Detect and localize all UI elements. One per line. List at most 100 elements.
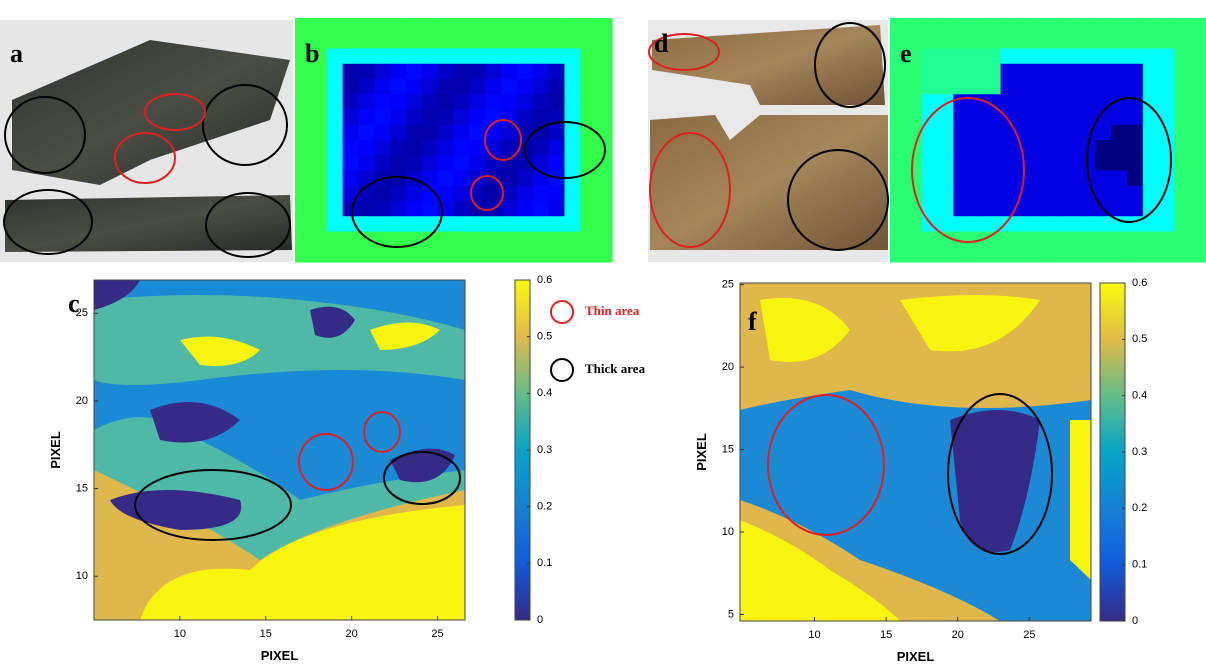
- heat-cell: [1127, 79, 1143, 95]
- heat-cell: [406, 94, 422, 110]
- heat-cell: [953, 171, 969, 187]
- heat-cell: [311, 247, 327, 263]
- heat-cell: [564, 18, 580, 34]
- heat-cell: [422, 64, 438, 80]
- heat-cell: [1127, 171, 1143, 187]
- heat-cell: [1127, 186, 1143, 202]
- heat-cell: [890, 18, 906, 34]
- heat-cell: [1048, 140, 1064, 156]
- heat-cell: [1032, 49, 1048, 65]
- heat-cell: [1190, 140, 1206, 156]
- heat-cell: [1064, 94, 1080, 110]
- heat-cell: [533, 216, 549, 232]
- heat-cell: [438, 140, 454, 156]
- heat-cell: [501, 94, 517, 110]
- heat-cell: [1064, 49, 1080, 65]
- colorbar-tick-label: 0.5: [1132, 333, 1147, 345]
- heat-cell: [1048, 155, 1064, 171]
- heat-cell: [390, 216, 406, 232]
- heat-cell: [1174, 125, 1190, 141]
- heat-cell: [1143, 49, 1159, 65]
- heat-cell: [1174, 232, 1190, 248]
- heat-cell: [1080, 33, 1096, 49]
- heat-cell: [922, 64, 938, 80]
- heat-cell: [937, 125, 953, 141]
- heat-cell: [390, 201, 406, 217]
- heat-cell: [406, 49, 422, 65]
- heat-cell: [422, 49, 438, 65]
- heat-cell: [533, 232, 549, 248]
- heat-cell: [1190, 155, 1206, 171]
- heat-cell: [985, 18, 1001, 34]
- heat-cell: [327, 49, 343, 65]
- heat-cell: [1159, 110, 1175, 126]
- heat-cell: [1143, 155, 1159, 171]
- heat-cell: [358, 79, 374, 95]
- heat-cell: [549, 94, 565, 110]
- heat-cell: [985, 33, 1001, 49]
- colorbar-tick-label: 0: [537, 614, 543, 626]
- heat-cell: [295, 201, 311, 217]
- heat-cell: [422, 79, 438, 95]
- heat-cell: [564, 216, 580, 232]
- heat-cell: [580, 247, 596, 263]
- heat-cell: [1001, 18, 1017, 34]
- heat-cell: [1016, 110, 1032, 126]
- heat-cell: [985, 140, 1001, 156]
- heat-cell: [922, 171, 938, 187]
- heat-cell: [937, 216, 953, 232]
- heat-cell: [501, 171, 517, 187]
- heat-cell: [1111, 79, 1127, 95]
- heat-cell: [1190, 171, 1206, 187]
- heat-cell: [596, 110, 612, 126]
- heat-cell: [1064, 18, 1080, 34]
- heat-cell: [1032, 33, 1048, 49]
- heat-cell: [937, 110, 953, 126]
- heat-cell: [438, 94, 454, 110]
- heat-cell: [580, 94, 596, 110]
- heat-cell: [454, 49, 470, 65]
- heat-cell: [937, 171, 953, 187]
- heat-cell: [406, 216, 422, 232]
- colorbar-tick-label: 0.4: [1132, 390, 1147, 402]
- heat-cell: [295, 216, 311, 232]
- heat-cell: [596, 94, 612, 110]
- y-axis-label: PIXEL: [694, 433, 709, 471]
- heat-cell: [454, 155, 470, 171]
- heat-cell: [1159, 64, 1175, 80]
- heat-cell: [469, 232, 485, 248]
- heat-cell: [533, 186, 549, 202]
- y-tick-label: 15: [722, 443, 734, 455]
- heat-cell: [327, 232, 343, 248]
- heat-cell: [358, 64, 374, 80]
- heat-cell: [501, 232, 517, 248]
- heat-cell: [295, 232, 311, 248]
- heat-cell: [1048, 186, 1064, 202]
- heat-cell: [374, 33, 390, 49]
- heat-cell: [1159, 201, 1175, 217]
- heat-cell: [485, 94, 501, 110]
- heatmap-e: [890, 18, 1206, 263]
- heat-cell: [406, 140, 422, 156]
- heat-cell: [969, 33, 985, 49]
- heat-cell: [390, 94, 406, 110]
- heat-cell: [1064, 64, 1080, 80]
- heat-cell: [358, 186, 374, 202]
- heat-cell: [969, 64, 985, 80]
- heat-cell: [1016, 247, 1032, 263]
- heat-cell: [327, 64, 343, 80]
- heat-cell: [580, 33, 596, 49]
- y-tick-label: 15: [76, 482, 88, 494]
- heat-cell: [1095, 79, 1111, 95]
- heat-cell: [906, 232, 922, 248]
- heat-cell: [1080, 216, 1096, 232]
- heat-cell: [1080, 232, 1096, 248]
- heat-cell: [1032, 155, 1048, 171]
- heat-cell: [438, 155, 454, 171]
- heat-cell: [1127, 247, 1143, 263]
- heat-cell: [501, 247, 517, 263]
- x-tick-label: 15: [880, 629, 892, 641]
- heat-cell: [549, 247, 565, 263]
- heat-cell: [1190, 49, 1206, 65]
- heat-cell: [890, 125, 906, 141]
